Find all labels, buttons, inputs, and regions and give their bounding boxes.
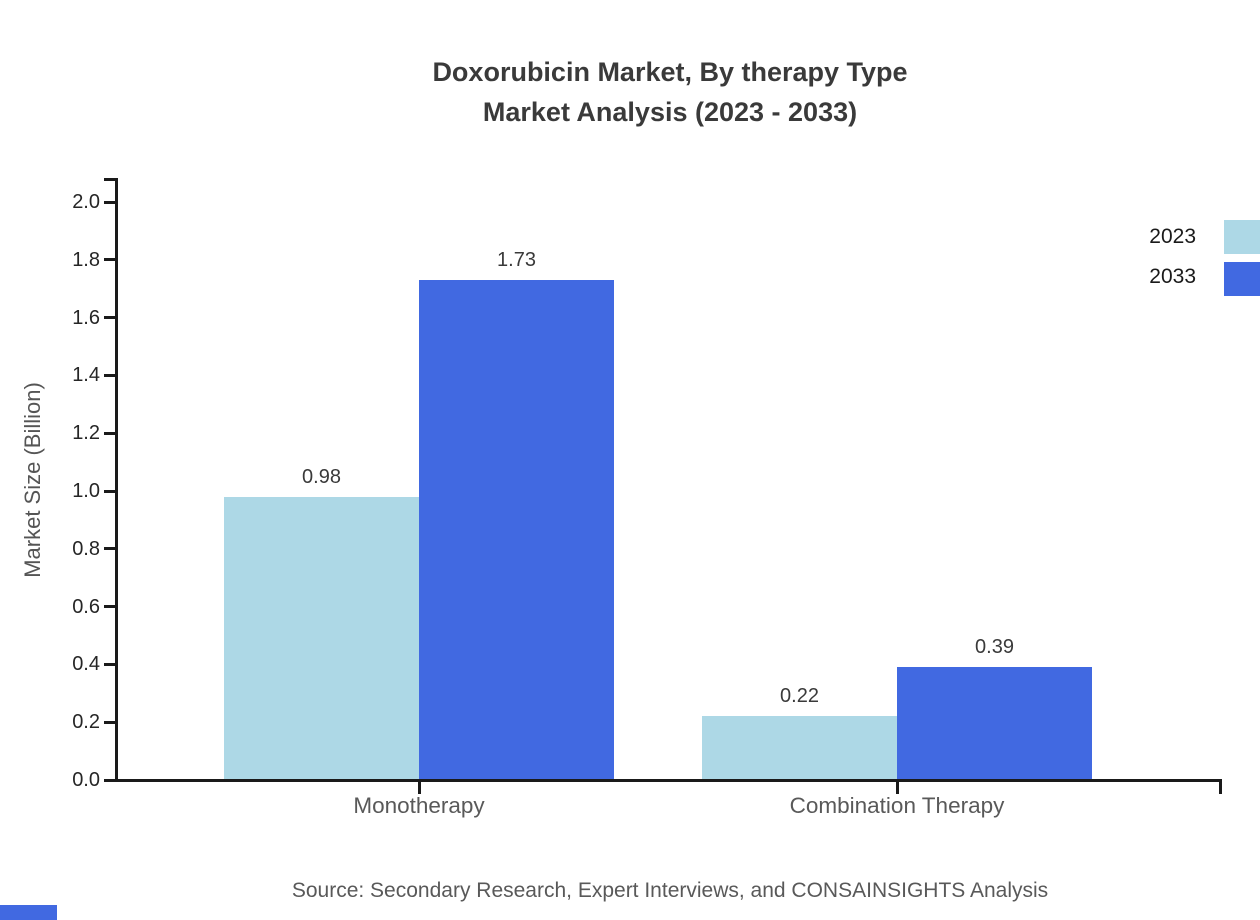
legend-label-2033: 2033 [1149,265,1196,288]
y-axis-spine [115,178,118,782]
chart-title: Doxorubicin Market, By therapy Type Mark… [70,52,1260,132]
legend-swatch-2033 [1224,262,1260,296]
y-tick [104,778,118,782]
y-tick-label: 1.8 [72,248,100,271]
bar-2023-monotherapy [224,496,419,780]
x-tick [895,780,899,794]
y-tick-label: 1.2 [72,422,100,445]
y-tick-label: 1.4 [72,364,100,387]
x-tick [417,780,421,794]
y-tick [104,547,118,551]
y-tick-label: 0.2 [72,711,100,734]
y-tick [104,489,118,493]
bar-2033-combination-therapy [897,667,1092,780]
legend-label-2023: 2023 [1149,225,1196,248]
bar-2023-combination-therapy [702,716,897,780]
x-category-label: Monotherapy [353,793,485,818]
y-tick [104,431,118,435]
bar-value-label: 0.39 [975,636,1014,659]
bar-value-label: 0.22 [780,685,819,708]
y-tick [104,605,118,609]
y-tick-label: 1.6 [72,306,100,329]
x-axis-spine [115,779,1222,782]
y-tick-label: 0.8 [72,537,100,560]
chart-title-line1: Doxorubicin Market, By therapy Type [432,57,908,87]
chart-title-line2: Market Analysis (2023 - 2033) [482,97,858,127]
y-tick [104,258,118,262]
y-tick [104,200,118,204]
brand-bar [0,905,57,920]
bar-value-label: 1.73 [497,249,536,272]
y-tick-label: 2.0 [72,191,100,213]
y-tick-label: 1.0 [72,480,100,502]
bar-value-label: 0.98 [302,465,341,488]
bar-2033-monotherapy [419,280,614,780]
x-axis-end-cap [1219,779,1222,794]
y-tick [104,720,118,724]
source-note: Source: Secondary Research, Expert Inter… [291,879,1049,902]
y-tick [104,662,118,666]
legend-swatch-2023 [1224,220,1260,254]
y-tick-label: 0.6 [72,595,100,618]
y-tick [104,316,118,320]
y-axis-end-cap [104,178,118,181]
y-tick-label: 0.4 [72,653,100,676]
y-tick-label: 0.0 [72,769,100,791]
x-category-label: Combination Therapy [789,793,1005,818]
y-tick [104,373,118,377]
